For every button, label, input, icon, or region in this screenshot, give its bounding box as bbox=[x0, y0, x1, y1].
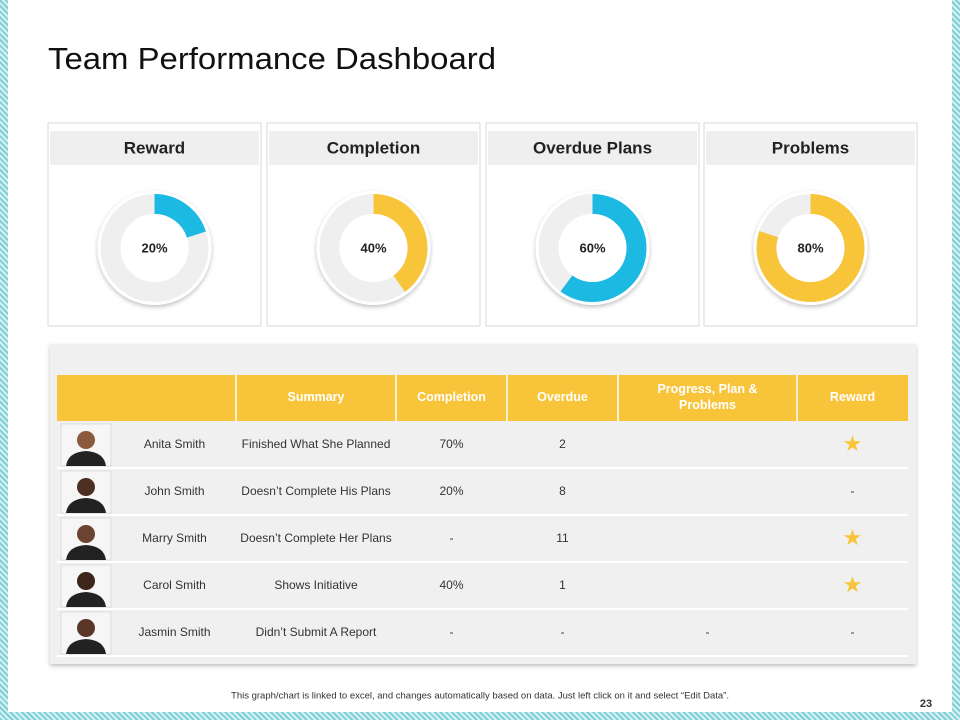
table-cell-name: Marry Smith bbox=[142, 531, 207, 545]
donut-arc bbox=[319, 194, 428, 302]
slide-title: Team Performance Dashboard bbox=[48, 41, 496, 76]
page-number: 23 bbox=[920, 698, 932, 710]
table-cell-name: Jasmin Smith bbox=[138, 625, 210, 639]
table-cell-summary: Didn’t Submit A Report bbox=[256, 625, 377, 639]
table-cell-overdue: 11 bbox=[556, 531, 569, 545]
donut-arc bbox=[756, 194, 865, 302]
avatar-head bbox=[77, 525, 95, 543]
table-cell-overdue: 2 bbox=[559, 437, 566, 451]
donut-label: 40% bbox=[360, 240, 386, 255]
avatar-head bbox=[77, 431, 95, 449]
donut-hole bbox=[120, 214, 189, 282]
table-cell-completion: 70% bbox=[439, 437, 463, 451]
table-cell-summary: Doesn’t Complete Her Plans bbox=[240, 531, 391, 545]
table-cell-completion: - bbox=[450, 531, 454, 545]
table-cell-summary: Finished What She Planned bbox=[242, 437, 391, 451]
card-header bbox=[488, 131, 697, 165]
donut-hole bbox=[339, 214, 408, 282]
card-header bbox=[706, 131, 915, 165]
avatar-body bbox=[66, 545, 106, 560]
avatar-body bbox=[66, 451, 106, 466]
card-header bbox=[50, 131, 259, 165]
card-title: Reward bbox=[124, 138, 185, 157]
table-cell-reward: - bbox=[851, 484, 855, 498]
table-header: Progress, Plan & Problems bbox=[657, 382, 757, 412]
table-cell-overdue: - bbox=[561, 625, 565, 639]
table-cell-name: Anita Smith bbox=[144, 437, 205, 451]
donut-label: 20% bbox=[141, 240, 167, 255]
avatar bbox=[60, 564, 112, 608]
card-title: Completion bbox=[327, 138, 421, 157]
donut-label: 80% bbox=[797, 240, 823, 255]
avatar-head bbox=[77, 478, 95, 496]
table-cell-overdue: 1 bbox=[559, 578, 566, 592]
avatar bbox=[60, 470, 112, 514]
donut-arc bbox=[100, 194, 209, 302]
table-cell-reward: ★ bbox=[843, 525, 863, 550]
table-header-bar bbox=[57, 375, 908, 421]
table-header: Reward bbox=[830, 390, 875, 404]
avatar-body bbox=[66, 639, 106, 654]
avatar bbox=[60, 611, 112, 655]
table-cell-reward: - bbox=[851, 625, 855, 639]
table-cell-completion: 40% bbox=[439, 578, 463, 592]
table-cell-completion: - bbox=[450, 625, 454, 639]
avatar bbox=[60, 517, 112, 561]
table-cell-name: Carol Smith bbox=[143, 578, 206, 592]
card-title: Overdue Plans bbox=[533, 138, 652, 157]
table-cell-overdue: 8 bbox=[559, 484, 566, 498]
card-header bbox=[269, 131, 478, 165]
table-cell-progress: - bbox=[706, 625, 710, 639]
table-cell-summary: Doesn’t Complete His Plans bbox=[241, 484, 390, 498]
table-cell-name: John Smith bbox=[144, 484, 204, 498]
avatar-body bbox=[66, 498, 106, 513]
avatar-head bbox=[77, 572, 95, 590]
avatar-head bbox=[77, 619, 95, 637]
footer-note: This graph/chart is linked to excel, and… bbox=[231, 691, 729, 702]
donut-hole bbox=[776, 214, 845, 282]
donut-arc bbox=[538, 194, 647, 302]
table-header: Summary bbox=[288, 390, 345, 404]
table-cell-reward: ★ bbox=[843, 572, 863, 597]
donut-label: 60% bbox=[579, 240, 605, 255]
table-cell-summary: Shows Initiative bbox=[274, 578, 358, 592]
table-cell-reward: ★ bbox=[843, 431, 863, 456]
card-title: Problems bbox=[772, 138, 849, 157]
donut-hole bbox=[558, 214, 627, 282]
table-header: Overdue bbox=[537, 390, 588, 404]
avatar-body bbox=[66, 592, 106, 607]
table-header: Completion bbox=[417, 390, 486, 404]
avatar bbox=[60, 423, 112, 467]
table-cell-completion: 20% bbox=[439, 484, 463, 498]
